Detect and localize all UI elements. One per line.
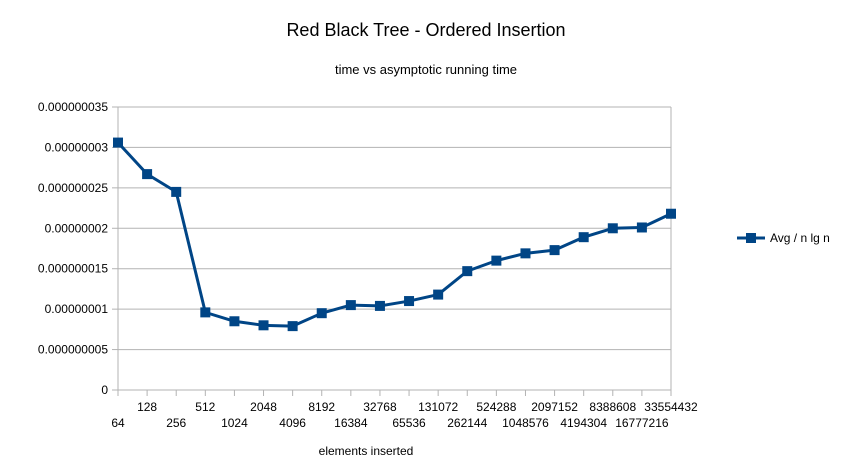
x-tick-label: 33554432 <box>644 400 698 414</box>
data-point <box>462 266 473 277</box>
x-tick-label: 131072 <box>418 400 458 414</box>
data-point <box>404 296 415 307</box>
data-point <box>316 308 327 319</box>
x-tick-label: 128 <box>137 400 157 414</box>
legend: Avg / n lg n <box>737 231 830 245</box>
x-tick-label: 16384 <box>334 416 368 430</box>
x-tick-label: 16777216 <box>615 416 669 430</box>
x-tick-label: 8388608 <box>589 400 636 414</box>
data-point <box>666 208 676 219</box>
x-tick-label: 4194304 <box>560 416 607 430</box>
legend-swatch-marker <box>746 233 756 243</box>
y-tick-label: 0.000000015 <box>38 262 108 276</box>
x-tick-label: 1024 <box>221 416 248 430</box>
data-point <box>433 289 444 300</box>
data-point <box>258 320 269 331</box>
data-point <box>345 300 356 311</box>
data-point <box>200 307 211 318</box>
x-tick-label: 8192 <box>308 400 335 414</box>
data-point <box>549 245 560 256</box>
data-point <box>142 169 153 180</box>
x-tick-label: 64 <box>111 416 125 430</box>
x-tick-label: 256 <box>166 416 186 430</box>
chart-subtitle: time vs asymptotic running time <box>335 62 517 77</box>
y-tick-label: 0 <box>101 383 108 397</box>
x-tick-label: 262144 <box>447 416 487 430</box>
x-tick-label: 512 <box>195 400 215 414</box>
y-tick-label: 0.00000003 <box>45 140 109 154</box>
y-axis: 0 0.000000005 0.00000001 0.000000015 0.00000… <box>38 100 118 397</box>
data-point <box>578 232 589 243</box>
y-tick-label: 0.000000025 <box>38 181 108 195</box>
data-point <box>113 137 123 148</box>
plot-area <box>113 137 676 332</box>
x-tick-label: 524288 <box>476 400 516 414</box>
x-tick-label: 2097152 <box>531 400 578 414</box>
data-point <box>171 186 182 197</box>
x-tick-label: 65536 <box>392 416 426 430</box>
x-tick-label: 4096 <box>279 416 306 430</box>
data-point <box>491 255 502 266</box>
chart-title: Red Black Tree - Ordered Insertion <box>286 20 565 40</box>
y-tick-label: 0.000000035 <box>38 100 108 114</box>
data-point <box>229 316 240 327</box>
y-tick-label: 0.00000001 <box>45 302 109 316</box>
y-tick-label: 0.000000005 <box>38 343 108 357</box>
data-point <box>287 321 298 332</box>
x-axis-title: elements inserted <box>319 444 414 458</box>
data-point <box>374 300 385 311</box>
x-tick-label: 2048 <box>250 400 277 414</box>
x-tick-label: 1048576 <box>502 416 549 430</box>
data-point <box>636 222 647 233</box>
gridlines <box>117 106 672 391</box>
y-tick-label: 0.00000002 <box>45 221 109 235</box>
data-point <box>607 223 618 234</box>
data-point <box>520 248 531 259</box>
x-tick-label: 32768 <box>363 400 397 414</box>
legend-label: Avg / n lg n <box>770 231 830 245</box>
